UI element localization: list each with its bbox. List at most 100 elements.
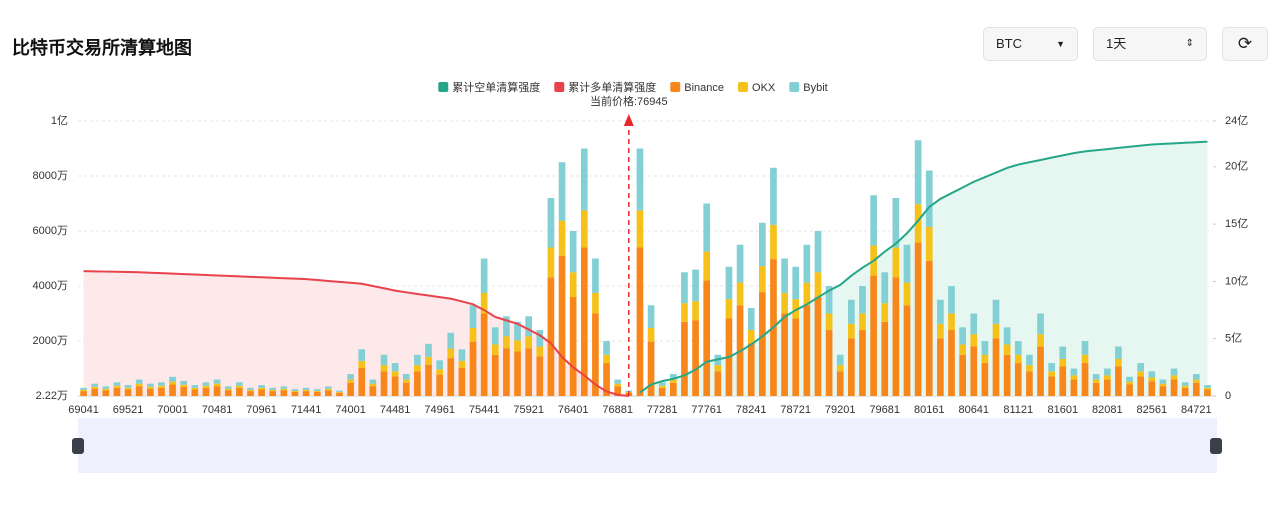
- x-tick-label: 81121: [1003, 404, 1033, 416]
- x-tick-label: 78721: [780, 404, 811, 416]
- bar: [1081, 363, 1089, 396]
- legend-swatch: [670, 82, 681, 92]
- bar: [803, 305, 811, 396]
- bar: [1192, 382, 1200, 396]
- bar: [158, 387, 165, 396]
- bar: [91, 388, 99, 396]
- bar: [1026, 365, 1033, 372]
- bar: [414, 365, 421, 372]
- bar: [848, 299, 855, 324]
- bar: [692, 269, 699, 302]
- bar: [658, 387, 666, 396]
- bar: [325, 388, 332, 391]
- bar: [925, 226, 933, 261]
- bar: [447, 348, 455, 359]
- bar: [503, 316, 510, 337]
- bar: [213, 383, 221, 387]
- legend-swatch: [438, 82, 449, 92]
- refresh-button[interactable]: ⟳: [1222, 27, 1268, 61]
- bar: [514, 351, 521, 396]
- bar: [525, 316, 532, 337]
- bar: [636, 247, 644, 396]
- bar: [925, 260, 933, 396]
- y2-tick-label: 0: [1225, 390, 1231, 402]
- y-tick-label: 2.22万: [36, 390, 68, 402]
- bar: [291, 389, 299, 391]
- bar: [514, 340, 521, 352]
- bar: [825, 286, 833, 314]
- y2-tick-label: 15亿: [1225, 217, 1248, 230]
- bar: [135, 379, 143, 384]
- bar: [747, 308, 755, 331]
- bar: [1103, 368, 1111, 376]
- bar: [491, 344, 499, 355]
- legend: 累计空单清算强度 累计多单清算强度 Binance OKX Bybit: [438, 80, 828, 94]
- bar: [948, 286, 955, 314]
- x-tick-label: 84721: [1181, 404, 1212, 416]
- bar: [1148, 371, 1156, 378]
- bar: [146, 386, 154, 389]
- bar: [291, 390, 299, 392]
- bar: [970, 346, 978, 396]
- bar: [1115, 358, 1122, 367]
- period-select[interactable]: 1天 ⇕: [1093, 27, 1207, 61]
- bar: [647, 305, 655, 328]
- bar: [736, 282, 744, 306]
- bar: [391, 376, 399, 396]
- bar: [736, 244, 744, 283]
- bar: [1103, 379, 1111, 396]
- bar: [937, 323, 944, 339]
- bar: [525, 336, 532, 349]
- bar: [402, 379, 410, 383]
- caret: ⇕: [1185, 38, 1194, 49]
- symbol-select[interactable]: BTC ▼: [983, 27, 1078, 61]
- line: [639, 140, 1208, 394]
- bar: [870, 195, 877, 246]
- bar: [1059, 358, 1067, 367]
- legend-label: 累计多单清算强度: [568, 80, 656, 94]
- bar: [1192, 374, 1200, 380]
- bar: [681, 321, 688, 396]
- y-tick-label: 6000万: [33, 225, 68, 237]
- slider-handle[interactable]: [1210, 438, 1222, 454]
- slider-handle[interactable]: [72, 438, 84, 454]
- bar: [814, 272, 822, 298]
- bar: [569, 297, 577, 396]
- bar: [358, 360, 366, 369]
- zoom-slider[interactable]: [78, 418, 1217, 473]
- y2-tick-label: 24亿: [1225, 114, 1248, 127]
- bar: [636, 148, 644, 211]
- legend-swatch: [789, 82, 800, 92]
- bar: [914, 242, 922, 396]
- bar: [1070, 379, 1078, 396]
- x-tick-label: 70481: [202, 404, 233, 416]
- x-tick-label: 81601: [1047, 404, 1078, 416]
- bar: [480, 313, 488, 396]
- bar: [169, 381, 176, 385]
- bar: [1137, 363, 1145, 372]
- bar: [514, 321, 521, 341]
- x-tick-label: 75441: [469, 404, 500, 416]
- bar: [714, 365, 722, 372]
- bar: [992, 323, 1000, 339]
- bar: [369, 379, 377, 384]
- bar: [358, 349, 366, 361]
- bar: [614, 379, 622, 384]
- bar: [236, 382, 243, 386]
- bar: [870, 275, 877, 396]
- area: [83, 271, 629, 396]
- bar: [1048, 371, 1055, 377]
- bar: [1037, 313, 1044, 335]
- bar: [402, 374, 410, 380]
- bar: [803, 282, 811, 306]
- bar: [592, 292, 599, 314]
- bar: [146, 388, 154, 396]
- x-tick-label: 70001: [157, 404, 188, 416]
- bar: [180, 380, 188, 385]
- bar: [1014, 354, 1022, 364]
- bar: [414, 354, 421, 366]
- bar: [881, 303, 889, 322]
- bar: [1092, 374, 1100, 380]
- bar: [1170, 368, 1178, 376]
- bar: [436, 374, 443, 396]
